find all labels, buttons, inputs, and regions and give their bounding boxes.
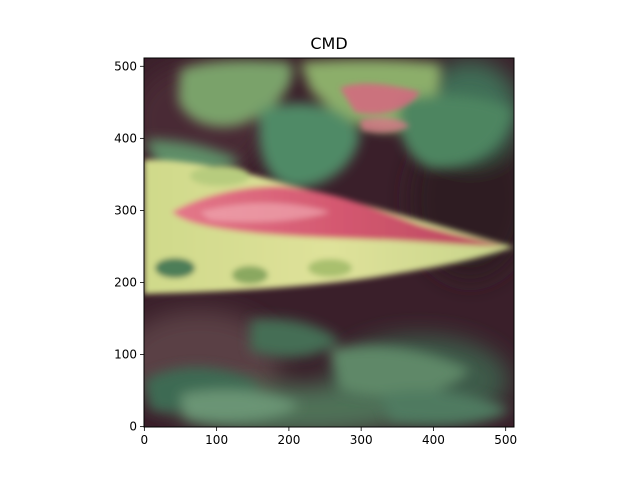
y-tick-label: 0 — [129, 420, 137, 434]
y-tick-label: 500 — [114, 59, 137, 73]
figure-title: CMD — [310, 34, 347, 53]
y-tick-label: 400 — [114, 131, 137, 145]
x-tick-label: 100 — [205, 433, 228, 447]
x-tick-label: 400 — [422, 433, 445, 447]
x-axis: 0 100 200 300 400 500 — [141, 427, 517, 447]
y-axis: 0 100 200 300 400 500 — [114, 59, 144, 434]
x-tick-label: 200 — [277, 433, 300, 447]
x-tick-label: 500 — [494, 433, 517, 447]
y-tick-label: 100 — [114, 348, 137, 362]
y-tick-label: 200 — [114, 275, 137, 289]
plant-leaf-photo — [144, 58, 514, 427]
y-tick-label: 300 — [114, 203, 137, 217]
x-tick-label: 0 — [141, 433, 149, 447]
x-tick-label: 300 — [350, 433, 373, 447]
